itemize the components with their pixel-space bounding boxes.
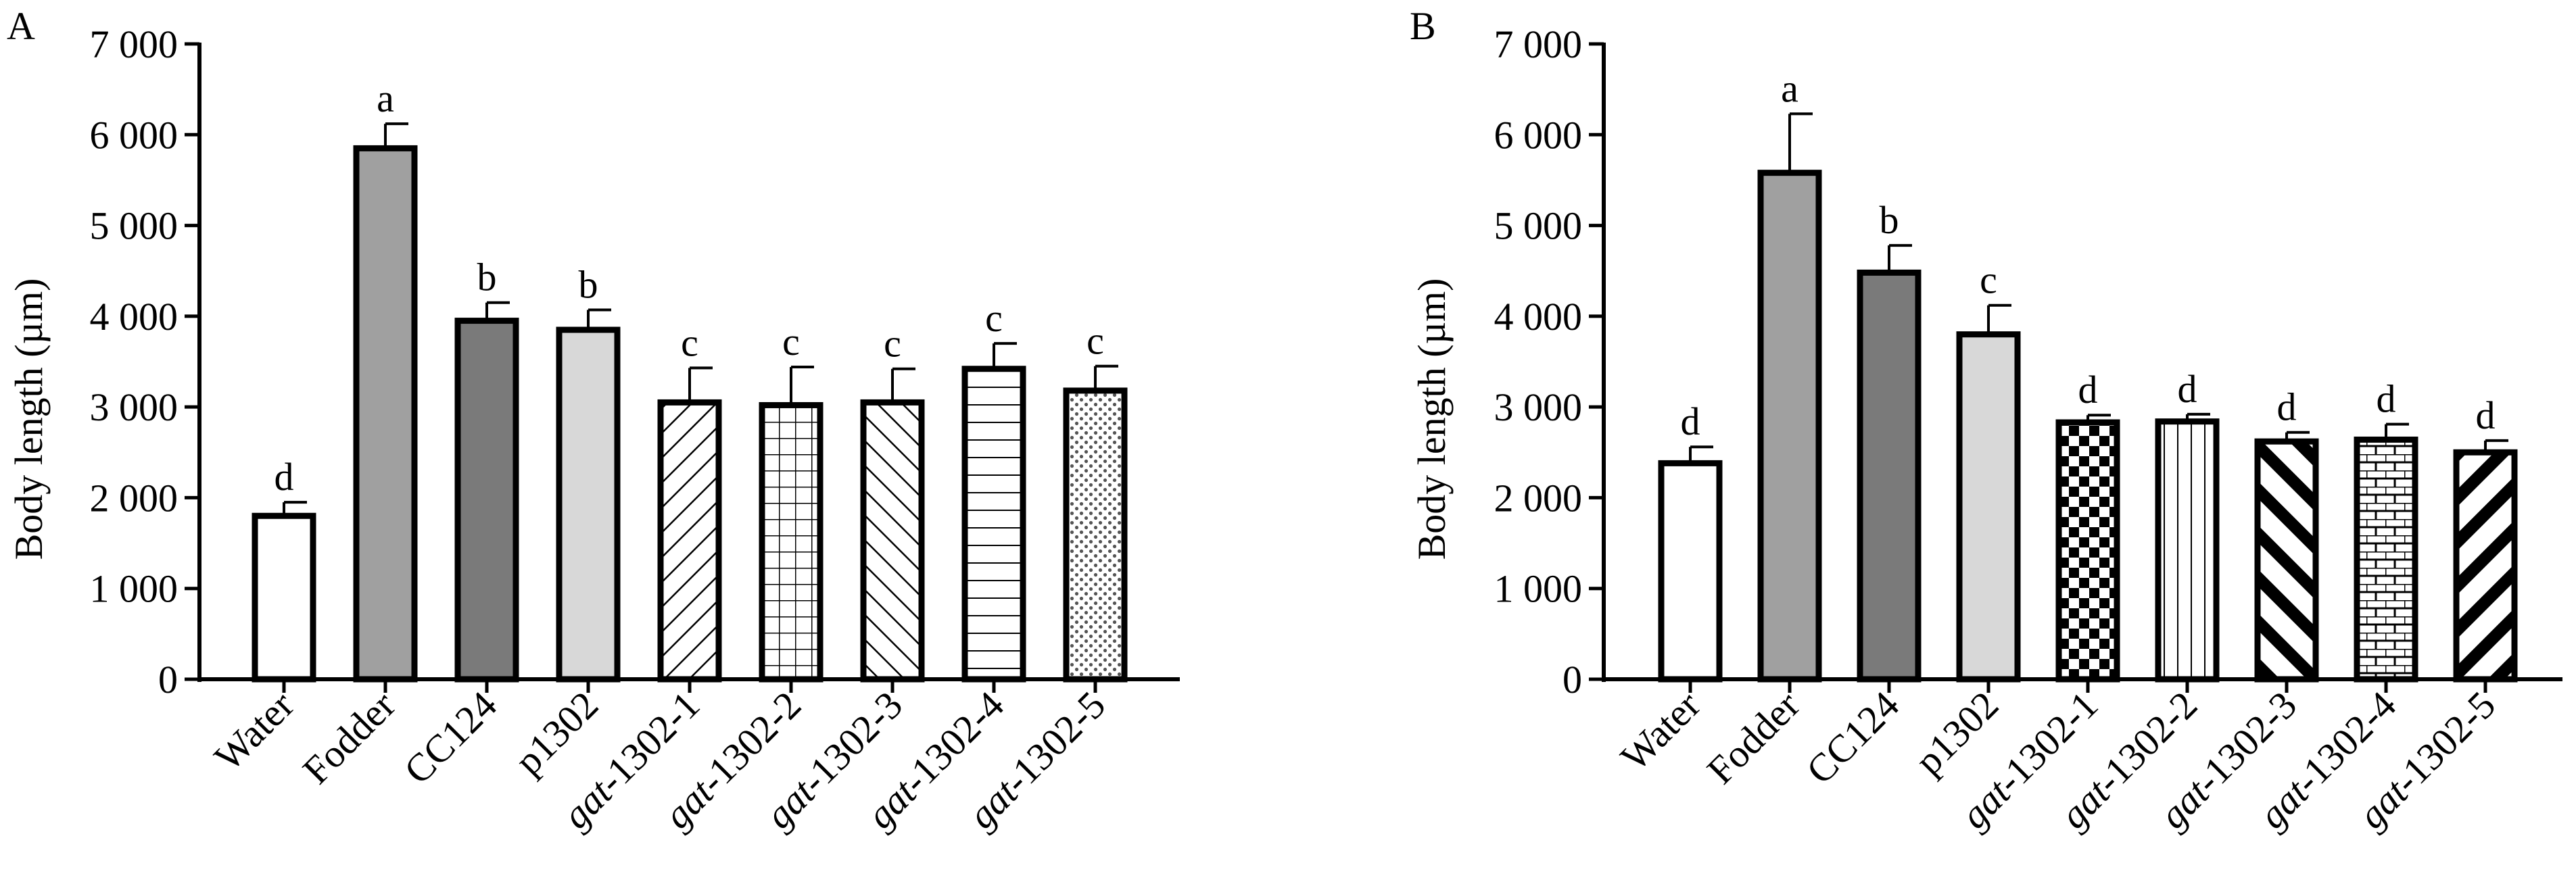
y-tick-label-b: 0 [1563, 658, 1582, 702]
plot-area-b: 0 1 000 2 000 3 000 4 000 5 000 6 000 7 000 d Wat… [1494, 22, 2562, 837]
y-tick-label-b: 6 000 [1494, 113, 1583, 157]
y-tick-label-b: 2 000 [1494, 476, 1583, 520]
y-tick-label-a: 0 [158, 658, 178, 702]
significance-label-b-1: d [1681, 399, 1700, 443]
y-tick-label-b: 1 000 [1494, 567, 1583, 611]
significance-label-a-8: c [985, 296, 1003, 340]
x-category-label-a-1: Water [206, 683, 302, 779]
significance-label-a-7: c [884, 322, 901, 366]
y-tick-label-b: 5 000 [1494, 204, 1583, 248]
bar-a-1 [252, 512, 316, 683]
y-tick-label-a: 3 000 [90, 385, 178, 429]
bar-b-4 [1956, 331, 2021, 683]
category-name: Fodder [294, 683, 404, 792]
panel-b: B Body length (µm) 0 1 000 2 000 3 000 4 000… [1410, 4, 2562, 837]
bar-b-3 [1857, 269, 1922, 683]
bar-a-3 [454, 318, 519, 683]
significance-label-b-5: d [2078, 368, 2098, 412]
y-axis-title-b: Body length (µm) [1410, 278, 1454, 560]
significance-label-a-1: d [275, 455, 294, 499]
bar-a-6 [759, 401, 824, 683]
category-name: -1302-5 [995, 683, 1114, 802]
bar-a-5 [657, 399, 722, 683]
significance-label-b-8: d [2377, 377, 2396, 421]
x-category-label-b-1: Water [1612, 683, 1709, 779]
x-category-label-b-3: CC124 [1798, 683, 1907, 792]
y-tick-label-a: 1 000 [90, 567, 178, 611]
category-name: CC124 [1798, 683, 1907, 792]
bar-b-2 [1757, 170, 1822, 683]
panel-a: A Body length (µm) 0 1 000 2 000 3 000 4 000… [7, 4, 1180, 837]
significance-label-a-6: c [782, 320, 800, 364]
x-category-label-a-2: Fodder [294, 683, 404, 792]
significance-label-a-5: c [681, 320, 698, 364]
y-tick-label-a: 2 000 [90, 476, 178, 520]
bar-b-1 [1658, 460, 1723, 683]
y-tick-label-a: 7 000 [90, 22, 178, 66]
significance-label-a-9: c [1087, 319, 1104, 363]
significance-label-a-2: a [377, 76, 394, 120]
significance-label-a-3: b [477, 255, 497, 299]
y-axis-title-a: Body length (µm) [7, 278, 51, 560]
y-tick-label-b: 7 000 [1494, 22, 1583, 66]
x-category-label-b-2: Fodder [1698, 683, 1808, 792]
y-tick-label-a: 6 000 [90, 113, 178, 157]
y-tick-label-b: 4 000 [1494, 295, 1583, 339]
category-name: CC124 [396, 683, 505, 792]
significance-label-b-4: c [1980, 258, 1997, 302]
plot-area-a: 0 1 000 2 000 3 000 4 000 5 000 6 000 7 000 d Wat… [90, 22, 1180, 837]
bar-b-7 [2254, 438, 2319, 683]
y-tick-label-b: 3 000 [1494, 385, 1583, 429]
y-tick-label-a: 4 000 [90, 295, 178, 339]
bar-b-8 [2354, 436, 2418, 683]
significance-label-b-7: d [2277, 385, 2297, 429]
significance-label-b-9: d [2476, 393, 2496, 437]
category-name: Water [1612, 683, 1709, 779]
significance-label-b-3: b [1880, 198, 1899, 242]
significance-label-a-4: b [579, 262, 598, 306]
bar-b-6 [2155, 418, 2220, 683]
bar-b-9 [2453, 449, 2518, 683]
category-name: Fodder [1698, 683, 1808, 792]
category-name: -1302-5 [2385, 683, 2504, 802]
bar-a-7 [860, 399, 925, 683]
panel-label-a: A [7, 4, 35, 48]
bar-b-5 [2055, 419, 2120, 683]
bar-a-2 [353, 145, 418, 683]
significance-label-b-6: d [2178, 367, 2197, 411]
panel-label-b: B [1410, 4, 1436, 48]
category-name: Water [206, 683, 302, 779]
bar-a-9 [1063, 387, 1128, 683]
bar-a-8 [961, 366, 1026, 683]
significance-label-b-2: a [1781, 66, 1798, 110]
bar-a-4 [556, 326, 621, 683]
y-tick-label-a: 5 000 [90, 204, 178, 248]
x-category-label-a-3: CC124 [396, 683, 505, 792]
